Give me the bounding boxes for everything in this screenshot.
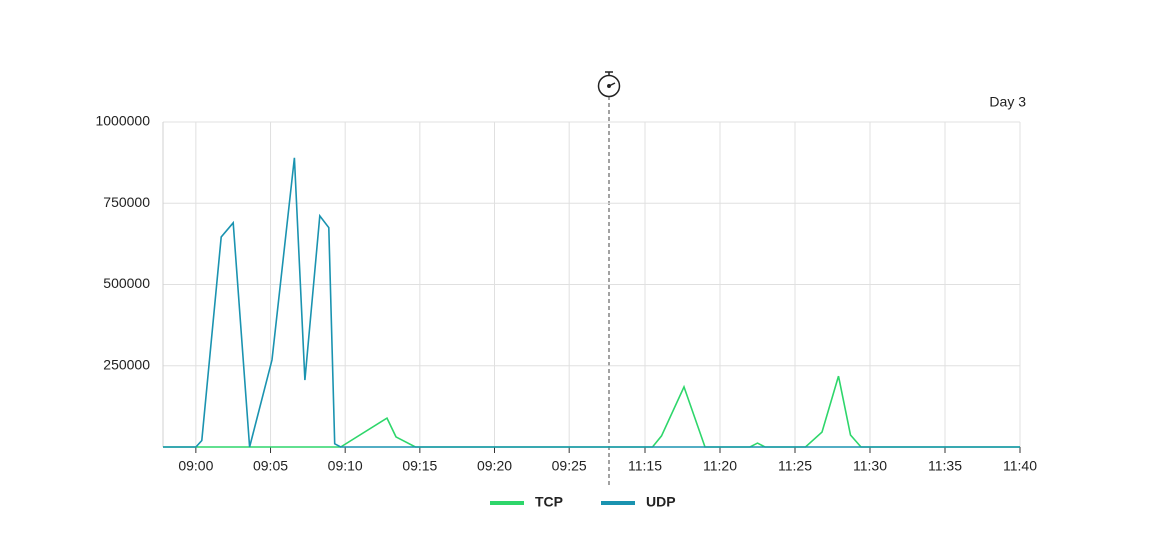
x-tick-label: 11:20	[703, 458, 737, 474]
series-line	[163, 375, 1020, 448]
y-tick-label: 750000	[103, 194, 150, 210]
x-tick-label: 11:15	[628, 458, 662, 474]
legend: TCP UDP	[490, 494, 676, 510]
legend-label: TCP	[535, 494, 563, 510]
x-tick-label: 09:25	[552, 458, 587, 474]
y-tick-label: 500000	[103, 275, 150, 291]
y-tick-label: 1000000	[95, 113, 150, 129]
x-tick-label: 11:35	[928, 458, 962, 474]
x-tick-label: 09:20	[477, 458, 512, 474]
x-tick-label: 11:40	[1003, 458, 1037, 474]
x-tick-label: 09:15	[402, 458, 437, 474]
day-label: Day 3	[989, 94, 1026, 110]
x-tick-label: 09:00	[178, 458, 213, 474]
stopwatch-icon	[597, 71, 621, 98]
y-tick-label: 250000	[103, 356, 150, 372]
x-tick-label: 09:05	[253, 458, 288, 474]
series-line	[163, 157, 1020, 448]
x-tick-label: 11:25	[778, 458, 812, 474]
x-tick-label: 09:10	[328, 458, 363, 474]
legend-label: UDP	[646, 494, 676, 510]
x-tick-label: 11:30	[853, 458, 887, 474]
